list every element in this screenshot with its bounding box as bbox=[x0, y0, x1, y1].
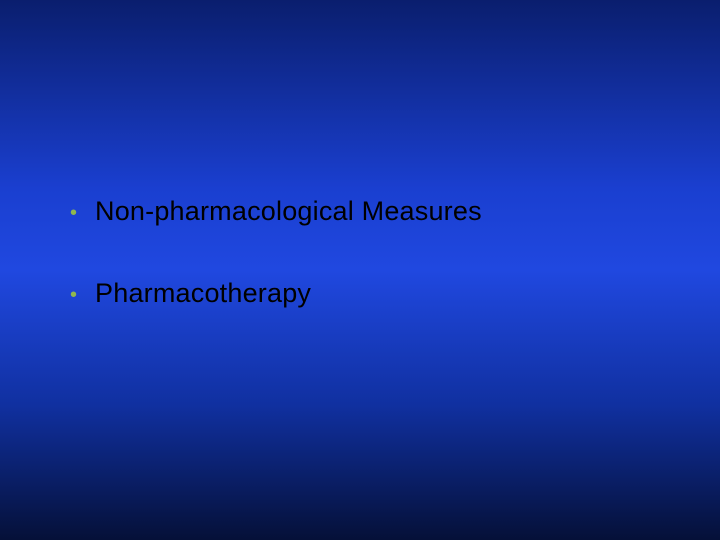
slide: • Non-pharmacological Measures • Pharmac… bbox=[0, 0, 720, 540]
list-item: • Pharmacotherapy bbox=[70, 277, 482, 311]
list-item: • Non-pharmacological Measures bbox=[70, 195, 482, 229]
bullet-list: • Non-pharmacological Measures • Pharmac… bbox=[70, 195, 482, 359]
bullet-icon: • bbox=[70, 279, 77, 311]
bullet-text: Pharmacotherapy bbox=[95, 277, 311, 309]
bullet-icon: • bbox=[70, 197, 77, 229]
bullet-text: Non-pharmacological Measures bbox=[95, 195, 482, 227]
